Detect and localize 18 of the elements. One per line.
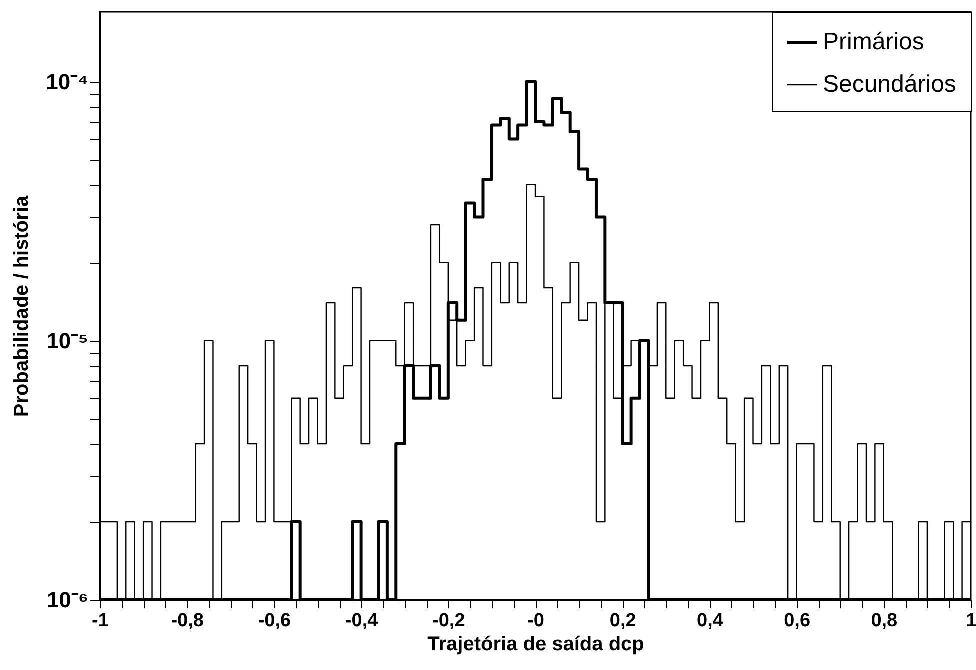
- x-tick-label: -1: [92, 610, 110, 632]
- x-axis-title: Trajetória de saída dcp: [428, 634, 644, 656]
- x-tick-label: 0,6: [784, 610, 811, 632]
- x-tick-label: 1: [966, 610, 976, 632]
- legend-label: Secundários: [823, 71, 956, 98]
- y-tick-label: 10⁻⁴: [46, 69, 88, 94]
- y-axis-title: Probabilidade / história: [11, 195, 34, 418]
- x-tick-label: -0,8: [171, 610, 204, 632]
- x-tick-label: 0,4: [696, 610, 724, 632]
- x-tick-label: 0,8: [871, 610, 898, 632]
- x-tick-label: -0,4: [345, 610, 379, 632]
- x-tick-label: -0: [528, 610, 544, 632]
- y-tick-label: 10⁻⁶: [46, 588, 88, 612]
- y-tick-label: 10⁻⁵: [46, 328, 88, 354]
- legend-label: Primários: [823, 28, 924, 56]
- x-tick-label: -0,2: [432, 610, 466, 632]
- x-tick-label: -0,6: [258, 610, 292, 632]
- x-tick-label: 0,2: [610, 610, 636, 632]
